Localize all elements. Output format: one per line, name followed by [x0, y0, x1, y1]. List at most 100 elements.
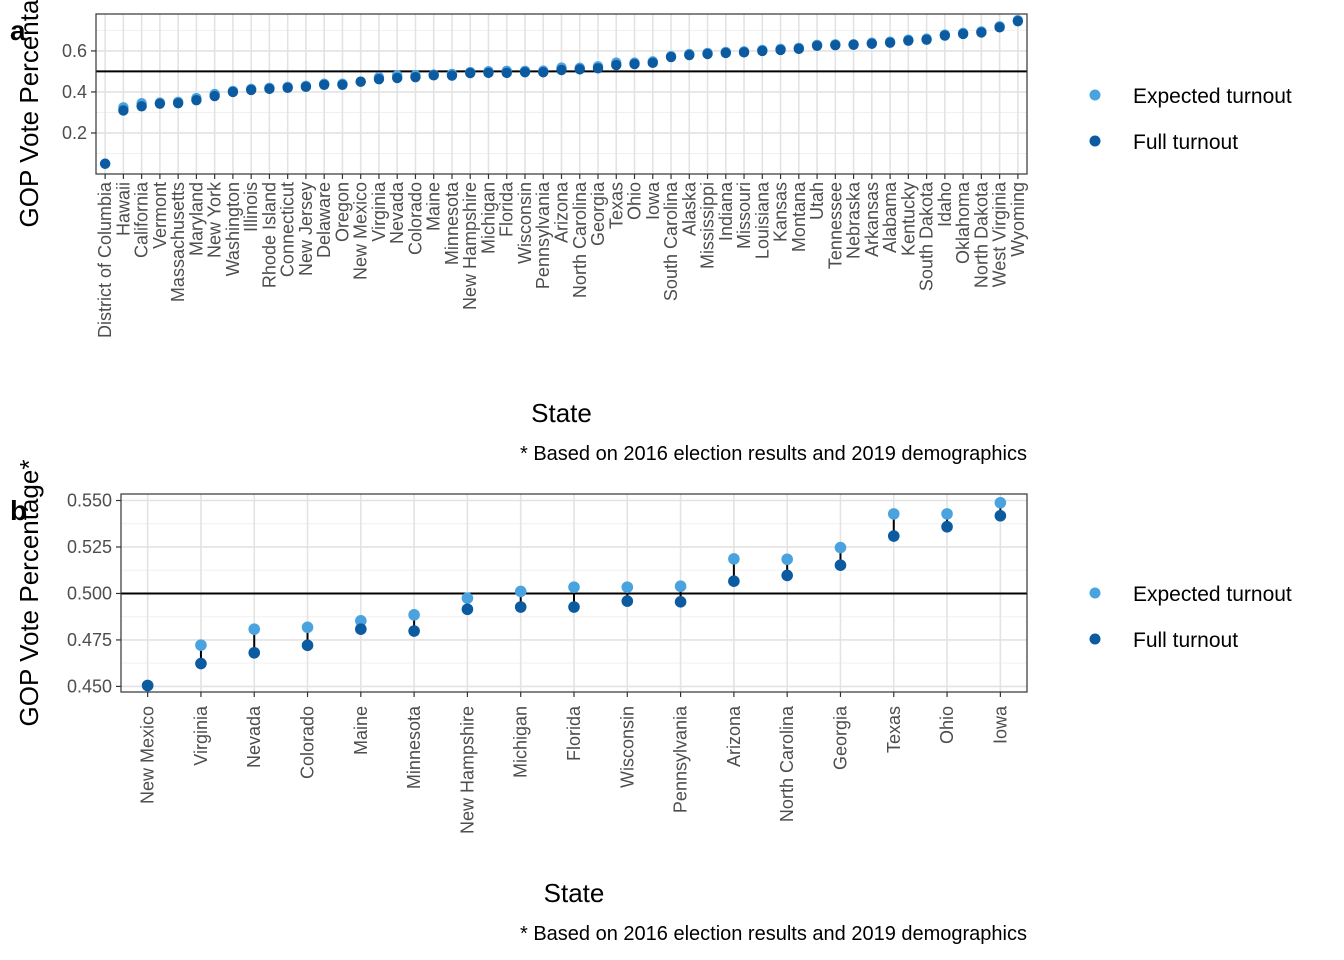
x-tick-label: Maine — [424, 182, 444, 231]
x-tick-label: Indiana — [716, 181, 736, 241]
x-tick-label: Texas — [606, 182, 626, 229]
point-full-turnout — [866, 38, 878, 49]
point-full-turnout — [834, 559, 847, 572]
point-full-turnout — [793, 43, 805, 55]
x-tick-label: Nevada — [387, 181, 407, 244]
point-full-turnout — [621, 595, 634, 607]
point-full-turnout — [301, 639, 314, 652]
point-full-turnout — [195, 657, 207, 670]
point-full-turnout — [957, 28, 969, 40]
panel-a: 0.2 0.4 0.6 District of ColumbiaHawaiiCalif… — [10, 0, 1292, 465]
x-tick-label: Washington — [223, 182, 243, 276]
point-full-turnout — [99, 158, 111, 169]
x-tick-label: Oregon — [332, 182, 352, 242]
y-tick-label: 0.525 — [67, 537, 112, 557]
point-full-turnout — [392, 72, 403, 84]
x-tick-label: Idaho — [935, 182, 955, 227]
x-tick-label: New Mexico — [138, 706, 158, 804]
point-full-turnout — [136, 101, 147, 112]
x-tick-label: New Hampshire — [460, 182, 480, 310]
point-expected-turnout — [834, 541, 847, 554]
point-expected-turnout — [994, 496, 1007, 509]
panel-tag: b — [10, 495, 27, 526]
point-expected-turnout — [728, 553, 740, 565]
point-full-turnout — [939, 30, 951, 41]
point-full-turnout — [738, 47, 750, 58]
x-tick-label: Illinois — [241, 182, 261, 232]
y-tick-label: 0.2 — [62, 123, 87, 143]
x-axis-title: State — [531, 398, 592, 428]
point-expected-turnout — [781, 553, 793, 566]
point-full-turnout — [245, 84, 257, 96]
point-full-turnout — [592, 63, 604, 74]
y-axis-title: GOP Vote Percentage* — [14, 0, 44, 227]
x-tick-label: Nebraska — [844, 181, 864, 259]
point-full-turnout — [410, 71, 421, 83]
point-full-turnout — [568, 601, 580, 613]
point-full-turnout — [501, 67, 512, 79]
point-full-turnout — [172, 98, 184, 109]
point-expected-turnout — [621, 581, 634, 593]
point-full-turnout — [337, 79, 348, 90]
point-expected-turnout — [408, 609, 420, 621]
point-full-turnout — [629, 58, 640, 70]
x-tick-label: South Dakota — [917, 181, 937, 291]
x-tick-label: Virginia — [369, 181, 389, 242]
point-full-turnout — [408, 625, 420, 637]
x-tick-label: Alaska — [679, 181, 699, 236]
panel-tag: a — [10, 15, 26, 46]
x-tick-label: New Jersey — [296, 182, 316, 276]
x-tick-label: Alabama — [880, 181, 900, 253]
x-tick-label: Montana — [789, 181, 809, 252]
point-full-turnout — [665, 51, 677, 63]
point-expected-turnout — [248, 623, 261, 635]
point-expected-turnout — [514, 585, 527, 598]
y-tick-label: 0.4 — [62, 82, 87, 102]
legend-key-full — [1089, 135, 1101, 147]
x-tick-label: Pennsylvania — [671, 705, 691, 813]
x-tick-label: Kentucky — [898, 182, 918, 256]
x-tick-label: Minnesota — [442, 181, 462, 265]
point-full-turnout — [611, 59, 622, 71]
point-full-turnout — [461, 603, 474, 616]
legend-label: Full turnout — [1133, 629, 1238, 652]
point-expected-turnout — [195, 639, 207, 651]
point-full-turnout — [903, 35, 914, 46]
point-full-turnout — [848, 39, 859, 50]
x-tick-label: Mississippi — [698, 182, 718, 269]
point-full-turnout — [141, 679, 154, 692]
point-full-turnout — [994, 509, 1007, 522]
point-expected-turnout — [355, 614, 367, 627]
x-tick-label: South Carolina — [661, 181, 681, 301]
x-tick-label: Wyoming — [1008, 182, 1028, 257]
point-full-turnout — [154, 98, 166, 109]
point-full-turnout — [720, 47, 731, 59]
point-full-turnout — [647, 57, 658, 69]
legend-label: Expected turnout — [1133, 85, 1292, 108]
point-full-turnout — [264, 83, 275, 95]
x-tick-label: North Carolina — [570, 181, 590, 298]
x-tick-label: Oklahoma — [953, 181, 973, 264]
point-full-turnout — [446, 70, 458, 81]
point-full-turnout — [209, 90, 220, 102]
x-tick-label: Arizona — [552, 181, 572, 243]
point-full-turnout — [282, 82, 293, 94]
legend: Expected turnout Full turnout — [1089, 583, 1292, 652]
point-full-turnout — [318, 79, 330, 90]
x-tick-label: New Hampshire — [457, 706, 477, 834]
x-tick-label: Connecticut — [278, 182, 298, 277]
x-tick-label: Maine — [351, 706, 371, 755]
point-full-turnout — [884, 37, 896, 48]
point-full-turnout — [887, 530, 900, 542]
point-full-turnout — [976, 27, 987, 38]
point-full-turnout — [728, 575, 740, 587]
x-tick-label: Georgia — [830, 705, 850, 770]
point-full-turnout — [355, 623, 367, 635]
point-full-turnout — [757, 45, 768, 57]
point-full-turnout — [781, 569, 793, 582]
legend: Expected turnout Full turnout — [1089, 85, 1292, 154]
x-tick-label: Arizona — [724, 705, 744, 767]
point-expected-turnout — [887, 508, 900, 520]
point-full-turnout — [830, 39, 841, 51]
point-full-turnout — [118, 105, 129, 116]
